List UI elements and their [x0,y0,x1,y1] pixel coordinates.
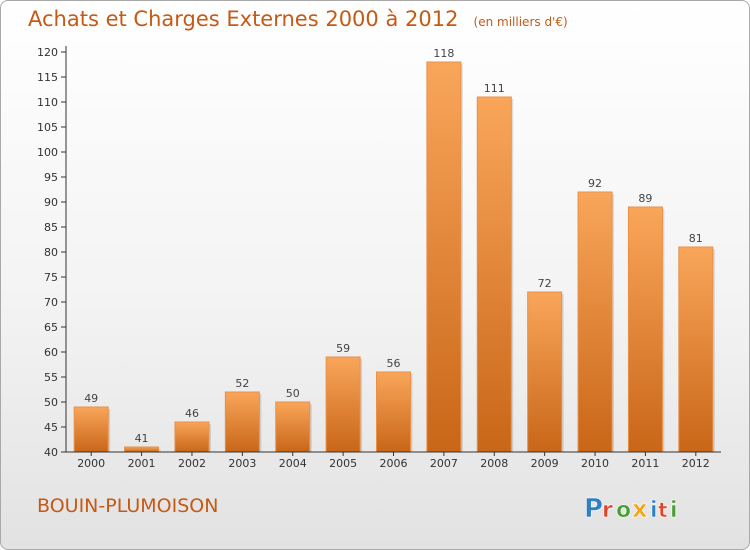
proxiti-logo: Pr o x i t i [584,494,678,525]
y-tick-label: 95 [44,171,58,184]
y-tick-label: 45 [44,421,58,434]
bar-value-label: 56 [387,357,401,370]
town-name: BOUIN-PLUMOISON [37,495,219,517]
bar-value-label: 46 [185,407,199,420]
chart-title: Achats et Charges Externes 2000 à 2012 [28,7,459,31]
x-tick-label: 2009 [531,457,559,470]
logo-letter: o [616,498,631,523]
bar-value-label: 111 [484,82,505,95]
chart-unit: (en milliers d'€) [473,15,568,29]
bar [376,371,411,453]
bar-value-label: 118 [433,47,454,60]
y-tick-label: 40 [44,446,58,459]
bar [174,421,210,453]
bar-value-label: 49 [84,392,98,405]
logo-letter: t [658,498,668,522]
x-tick-label: 2007 [430,457,458,470]
x-tick-label: 2000 [77,457,105,470]
x-tick-label: 2001 [128,457,156,470]
y-tick-label: 100 [37,146,58,159]
bar [325,356,361,453]
y-tick-label: 105 [37,121,58,134]
bar [124,446,160,453]
x-tick-label: 2002 [178,457,206,470]
bar [627,206,663,453]
y-tick-label: 85 [44,221,58,234]
bar [73,406,109,453]
x-tick-label: 2005 [329,457,357,470]
bar-value-label: 72 [538,277,552,290]
title-block: Achats et Charges Externes 2000 à 2012 (… [28,7,568,31]
bar [476,96,512,453]
bar-value-label: 52 [235,377,249,390]
bar [678,246,714,453]
y-axis: 40 45 50 55 60 65 70 75 80 85 90 95 100 105 110 115 120 [37,46,67,459]
y-tick-label: 65 [44,321,58,334]
y-tick-label: 115 [37,71,58,84]
x-tick-label: 2004 [279,457,307,470]
bar-value-label: 41 [135,432,149,445]
x-tick-label: 2012 [682,457,710,470]
bar [426,61,462,453]
y-tick-label: 50 [44,396,58,409]
x-tick-label: 2006 [380,457,408,470]
bar [224,391,260,453]
y-tick-label: 110 [37,96,58,109]
logo-letter: r [602,498,613,523]
logo-letter: P [584,494,603,524]
x-tick-label: 2008 [480,457,508,470]
y-tick-label: 90 [44,196,58,209]
logo-letter: x [632,495,648,523]
logo-letter: i [670,498,678,523]
y-tick-label: 70 [44,296,58,309]
bar [577,191,613,453]
bar [275,401,311,453]
bar-value-label: 81 [689,232,703,245]
bar [527,291,563,453]
bars: 49 41 46 52 50 59 56 118 111 72 92 89 81 [73,47,715,453]
logo-letter: i [650,498,658,523]
x-tick-label: 2010 [581,457,609,470]
bar-value-label: 89 [638,192,652,205]
y-tick-label: 75 [44,271,58,284]
bar-value-label: 92 [588,177,602,190]
y-tick-label: 55 [44,371,58,384]
y-tick-label: 120 [37,46,58,59]
bar-value-label: 59 [336,342,350,355]
y-tick-label: 60 [44,346,58,359]
x-tick-label: 2011 [631,457,659,470]
x-tick-label: 2003 [228,457,256,470]
x-axis: 2000 2001 2002 2003 2004 2005 2006 2007 2008 2009… [66,451,721,470]
bar-value-label: 50 [286,387,300,400]
y-tick-label: 80 [44,246,58,259]
